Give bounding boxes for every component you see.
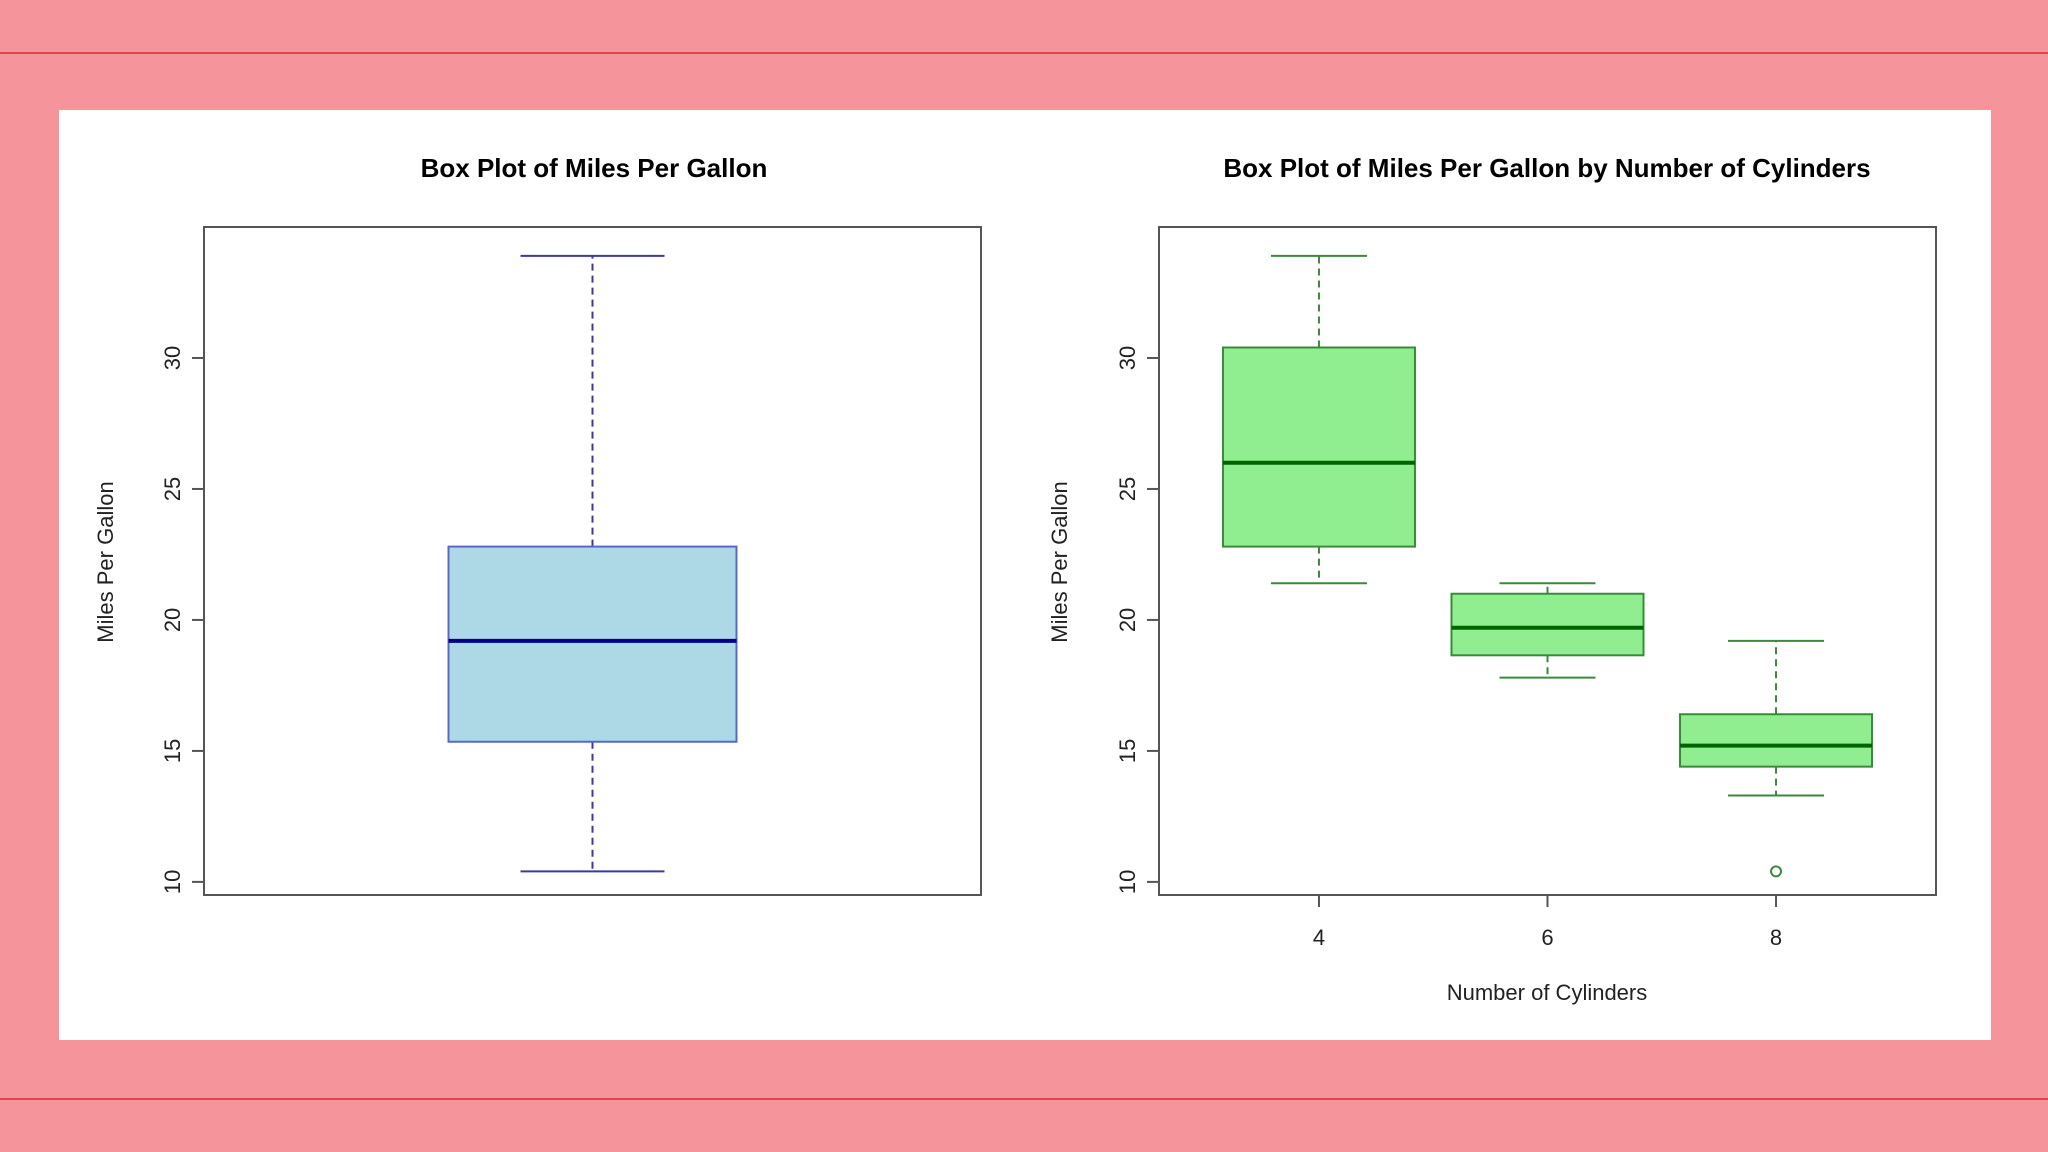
chart-overall-mpg: Box Plot of Miles Per Gallon Miles Per G… <box>93 153 982 896</box>
iqr-box <box>1450 592 1645 657</box>
y-axis-label: Miles Per Gallon <box>1047 481 1072 642</box>
box-group <box>447 254 738 873</box>
x-tick-label: 6 <box>1541 925 1553 950</box>
box-0 <box>447 254 738 873</box>
x-axis-label: Number of Cylinders <box>1447 980 1648 1005</box>
y-tick-label: 25 <box>1115 477 1140 501</box>
outlier-point <box>1770 865 1783 878</box>
y-axis: 10 15 20 25 30 <box>160 346 205 894</box>
chart-panel: Box Plot of Miles Per Gallon Miles Per G… <box>59 110 1991 1040</box>
iqr-box <box>1679 713 1874 768</box>
y-tick-label: 10 <box>160 870 185 894</box>
box-2 <box>1679 639 1874 878</box>
x-tick-label: 8 <box>1770 925 1782 950</box>
chart-title: Box Plot of Miles Per Gallon by Number o… <box>1223 153 1870 183</box>
y-tick-label: 20 <box>1115 608 1140 632</box>
charts-svg: Box Plot of Miles Per Gallon Miles Per G… <box>93 153 1937 1005</box>
chart-title: Box Plot of Miles Per Gallon <box>421 153 768 183</box>
y-axis: 10 15 20 25 30 <box>1115 346 1160 894</box>
bottom-frame-line <box>0 1098 2048 1100</box>
iqr-box <box>447 545 738 743</box>
box-0 <box>1221 254 1416 585</box>
x-tick-label: 4 <box>1313 925 1325 950</box>
y-tick-label: 25 <box>160 477 185 501</box>
box-group <box>1221 254 1874 878</box>
y-tick-label: 15 <box>160 739 185 763</box>
chart-mpg-by-cylinders: Box Plot of Miles Per Gallon by Number o… <box>1047 153 1937 1005</box>
iqr-box <box>1221 346 1416 548</box>
y-tick-label: 20 <box>160 608 185 632</box>
y-tick-label: 30 <box>1115 346 1140 370</box>
y-tick-label: 10 <box>1115 870 1140 894</box>
y-axis-label: Miles Per Gallon <box>93 481 118 642</box>
y-tick-label: 15 <box>1115 739 1140 763</box>
box-1 <box>1450 582 1645 679</box>
x-axis: 4 6 8 <box>1313 894 1782 950</box>
top-frame-line <box>0 52 2048 54</box>
y-tick-label: 30 <box>160 346 185 370</box>
